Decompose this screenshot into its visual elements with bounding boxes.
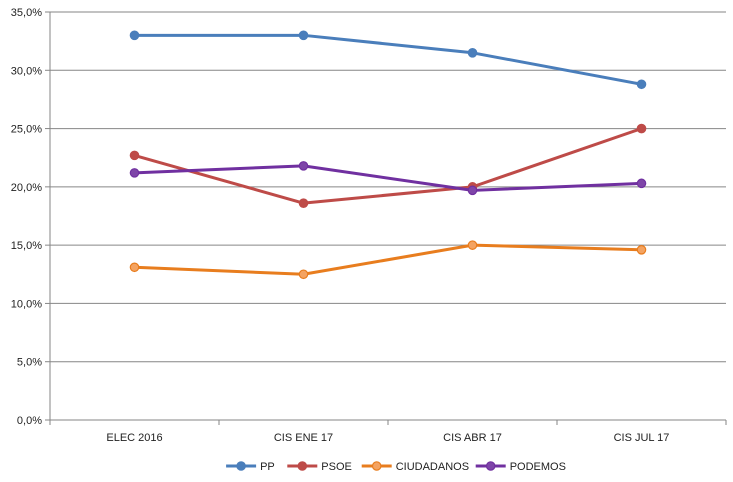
data-point — [636, 245, 647, 255]
series-ciudadanos — [129, 240, 647, 280]
y-tick-label: 25,0% — [11, 124, 42, 136]
x-axis-tick-labels: ELEC 2016 CIS ENE 17 CIS ABR 17 CIS JUL 17 — [106, 432, 669, 444]
legend-label: PSOE — [321, 461, 352, 473]
data-point — [467, 240, 478, 250]
series-lines — [129, 30, 647, 280]
series-line — [133, 164, 643, 192]
y-tick-label: 5,0% — [17, 357, 42, 369]
gridlines — [50, 11, 726, 363]
series-psoe — [129, 123, 647, 208]
data-point — [636, 178, 647, 189]
series-pp — [129, 30, 647, 90]
x-tick-label: CIS JUL 17 — [614, 432, 670, 444]
data-point — [298, 269, 309, 280]
y-tick-label: 20,0% — [11, 182, 42, 194]
series-podemos — [129, 161, 647, 196]
data-point — [298, 30, 309, 41]
legend-item-ciudadanos: CIUDADANOS — [361, 461, 469, 473]
legend-marker — [236, 461, 246, 471]
data-point — [298, 198, 309, 208]
data-point — [467, 47, 478, 58]
axes — [45, 11, 727, 425]
series-line — [133, 127, 643, 205]
data-point — [298, 161, 309, 171]
y-tick-label: 0,0% — [17, 415, 42, 427]
data-point — [129, 168, 140, 178]
legend-item-psoe: PSOE — [287, 461, 352, 473]
y-tick-label: 30,0% — [11, 65, 42, 77]
y-tick-label: 15,0% — [11, 240, 42, 252]
x-tick-label: CIS ENE 17 — [274, 432, 333, 444]
x-tick-label: ELEC 2016 — [106, 432, 162, 444]
legend-marker — [371, 461, 382, 471]
legend-label: CIUDADANOS — [396, 461, 469, 473]
legend-label: PP — [260, 461, 275, 473]
y-axis-tick-labels: 0,0% 5,0% 10,0% 15,0% 20,0% 25,0% 30,0% 35,0% — [11, 7, 42, 427]
y-tick-label: 10,0% — [11, 298, 42, 310]
data-point — [467, 185, 478, 196]
data-point — [636, 123, 647, 134]
x-tick-label: CIS ABR 17 — [443, 432, 502, 444]
y-tick-label: 35,0% — [11, 7, 42, 19]
legend-marker — [485, 461, 496, 471]
legend: PP PSOE CIUDADANOS PODEMOS — [226, 461, 566, 473]
series-line — [133, 33, 643, 86]
legend-item-pp: PP — [226, 461, 275, 473]
data-point — [129, 262, 140, 273]
data-point — [129, 30, 140, 41]
legend-label: PODEMOS — [510, 461, 566, 473]
legend-item-podemos: PODEMOS — [475, 461, 566, 473]
data-point — [636, 79, 647, 90]
series-line — [133, 243, 643, 276]
legend-marker — [297, 461, 308, 471]
data-point — [129, 150, 140, 161]
